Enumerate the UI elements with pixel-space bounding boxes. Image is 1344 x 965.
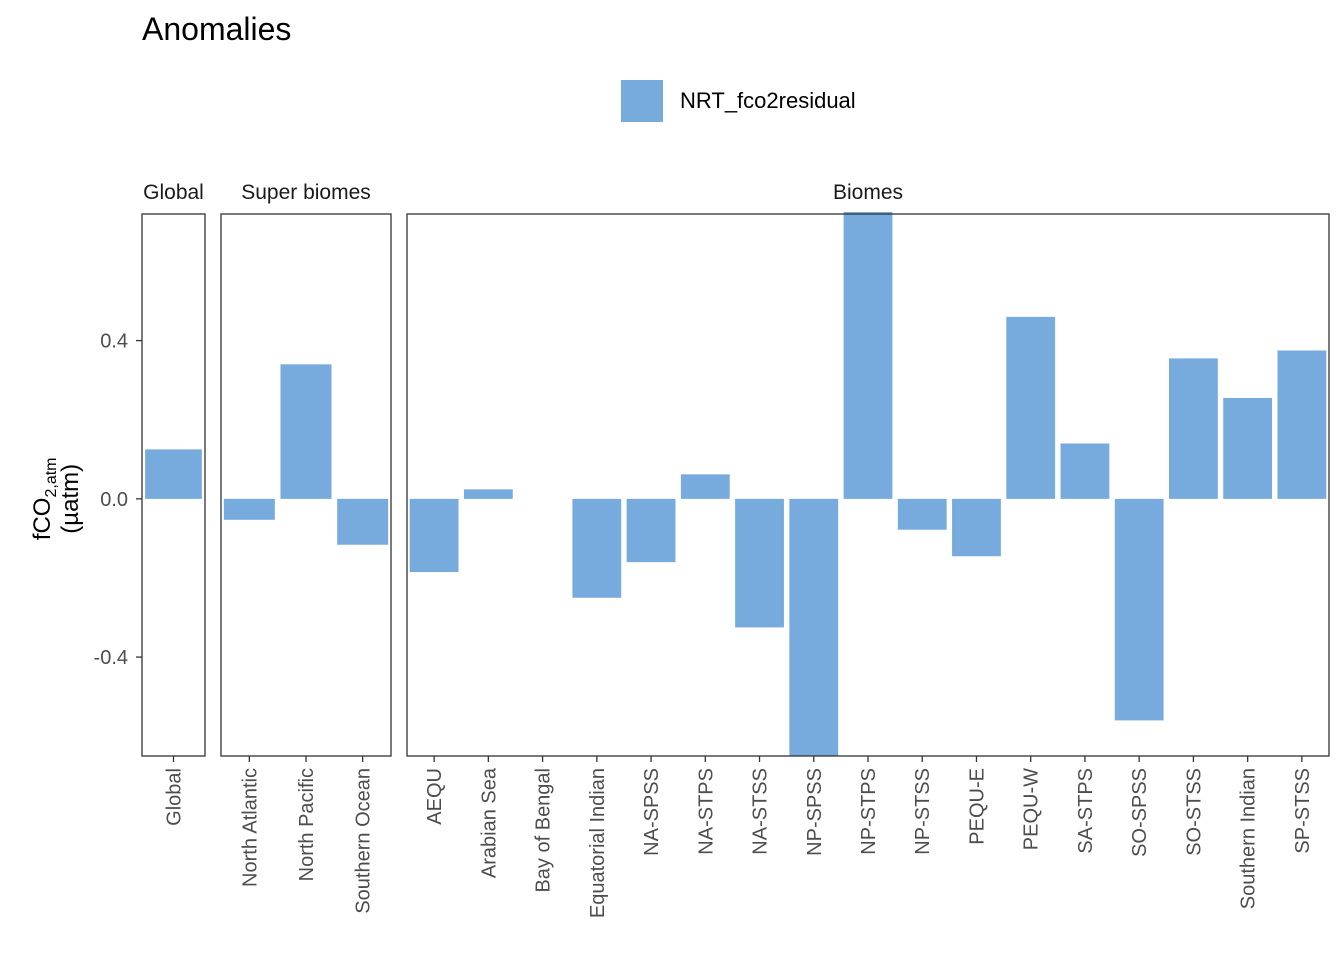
bar: [1006, 316, 1056, 499]
x-tick-label: PEQU-E: [966, 768, 988, 845]
x-tick-label: SP-STSS: [1292, 768, 1314, 854]
x-tick-label: NA-STSS: [750, 768, 772, 855]
bar: [337, 498, 389, 545]
x-tick-label: NP-SPSS: [804, 768, 826, 856]
panel-border: [141, 213, 206, 757]
bar: [572, 498, 622, 598]
legend-label: NRT_fco2residual: [680, 88, 856, 113]
x-tick-label: NP-STSS: [912, 768, 934, 855]
y-axis-title-units: (µatm): [57, 464, 84, 534]
x-tick-label: AEQU: [424, 768, 446, 825]
bar: [789, 498, 839, 756]
x-tick-label: Equatorial Indian: [587, 768, 609, 918]
bar: [626, 498, 676, 563]
x-tick-label: SO-SPSS: [1129, 768, 1151, 857]
facet-panel: Global Global: [141, 181, 206, 826]
x-tick-label: Arabian Sea: [478, 767, 500, 878]
bar: [735, 498, 784, 628]
bar: [1277, 350, 1327, 499]
bar: [463, 489, 513, 499]
y-axis: -0.4 0.0 0.4: [94, 331, 142, 669]
panel-border: [406, 213, 1330, 757]
y-tick-label: -0.4: [94, 647, 128, 669]
x-tick-label: SO-STSS: [1183, 768, 1205, 856]
bar: [145, 449, 202, 499]
facet-strip-label: Super biomes: [241, 181, 371, 204]
bar: [223, 498, 275, 520]
facet-panel: Super biomes North Atlantic North Pacific S…: [220, 181, 392, 914]
y-axis-title: fCO2,atm (µatm): [29, 458, 84, 541]
bar: [843, 212, 893, 499]
y-axis-title-subscript: 2,atm: [43, 458, 60, 498]
x-tick-label: NP-STPS: [858, 768, 880, 855]
legend: NRT_fco2residual: [621, 80, 856, 122]
x-tick-label: SA-STPS: [1075, 768, 1097, 854]
bar: [680, 474, 730, 499]
x-tick-label: PEQU-W: [1021, 768, 1043, 850]
x-tick-label: North Atlantic: [239, 768, 261, 887]
y-axis-title-main: fCO2,atm: [29, 458, 60, 541]
bar: [1223, 397, 1273, 499]
panel-border: [220, 213, 392, 757]
x-tick-label: North Pacific: [296, 768, 318, 881]
bar: [1169, 358, 1218, 499]
facet-strip-label: Biomes: [833, 181, 903, 204]
bar: [1060, 443, 1110, 499]
bar: [1114, 498, 1164, 721]
bar: [409, 498, 459, 573]
panels: Global Global Super biomes North Atlantic No…: [141, 181, 1330, 918]
x-tick-label: Bay of Bengal: [533, 768, 555, 893]
x-tick-label: Southern Indian: [1238, 768, 1260, 909]
chart-title: Anomalies: [142, 11, 291, 47]
bar: [897, 498, 947, 530]
x-tick-label: NA-STPS: [695, 768, 717, 855]
x-tick-label: NA-SPSS: [641, 768, 663, 856]
bar: [952, 498, 1001, 557]
y-tick-label: 0.4: [100, 331, 128, 353]
facet-panel: Biomes AEQU Arabian Sea Bay of Bengal Equato…: [406, 181, 1330, 918]
y-axis-title-main-text: fCO: [29, 498, 56, 541]
y-tick-label: 0.0: [100, 489, 128, 511]
x-tick-label: Southern Ocean: [353, 768, 375, 914]
x-tick-label: Global: [164, 768, 186, 826]
facet-strip-label: Global: [143, 181, 204, 204]
bar: [280, 364, 332, 499]
legend-swatch: [621, 80, 663, 122]
